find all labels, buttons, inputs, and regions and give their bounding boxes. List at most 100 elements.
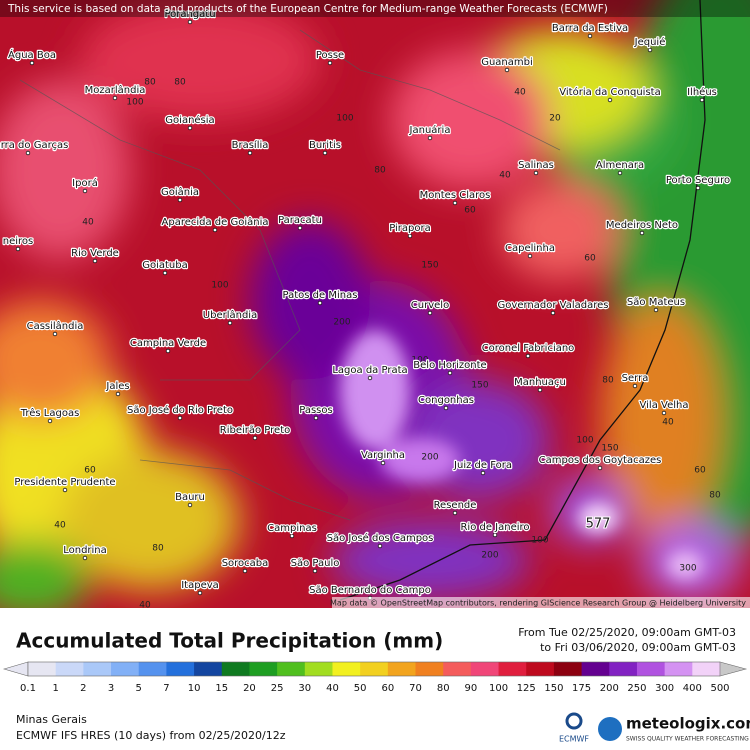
contour-label: 200: [421, 453, 438, 463]
borders: [19, 29, 561, 521]
city-dot: [165, 348, 171, 354]
city-dot: [252, 435, 258, 441]
city-dot: [227, 320, 233, 326]
city-dot: [661, 410, 667, 416]
colorbar-label: 40: [326, 683, 339, 694]
colorbar-label: 25: [271, 683, 284, 694]
colorbar-swatch: [664, 662, 693, 676]
colorbar-label: 20: [243, 683, 256, 694]
city-dot: [289, 533, 295, 539]
city-label: Bauru: [175, 492, 205, 503]
city-dot: [597, 465, 603, 471]
city-dot: [504, 67, 510, 73]
attribution: Map data © OpenStreetMap contributors, r…: [330, 599, 746, 608]
city-dot: [533, 170, 539, 176]
city-dot: [297, 225, 303, 231]
city-label: Belo Horizonte: [413, 360, 486, 371]
colorbar-label: 1: [52, 683, 58, 694]
city-label: Jequié: [634, 36, 666, 48]
city-label: Londrina: [63, 545, 107, 556]
city-dot: [380, 460, 386, 466]
city-dot: [653, 307, 659, 313]
city-label: Posse: [316, 50, 344, 61]
contour-label: 60: [464, 206, 476, 216]
coastline: [339, 0, 706, 601]
contour-label: 40: [54, 521, 66, 531]
city-label: São Bernardo do Campo: [309, 585, 431, 596]
colorbar-label: 50: [354, 683, 367, 694]
period-from: From Tue 02/25/2020, 09:00am GMT-03: [518, 626, 736, 639]
city-dot: [492, 532, 498, 538]
colorbar-swatch: [415, 662, 444, 676]
city-label: Almenara: [596, 160, 644, 171]
city-dot: [699, 97, 705, 103]
colorbar-swatch: [387, 662, 417, 676]
colorbar-label: 200: [600, 683, 619, 694]
city-label: Passos: [299, 405, 332, 416]
colorbar-swatch: [692, 662, 721, 676]
city-label: Barra da Estiva: [552, 23, 628, 34]
ecmwf-logo: [565, 712, 583, 730]
colorbar-swatch: [221, 662, 250, 676]
city-label: Serra: [622, 373, 649, 384]
city-dot: [47, 418, 53, 424]
colorbar-swatch: [55, 662, 84, 676]
colorbar-label: 10: [188, 683, 201, 694]
contour-label: 60: [584, 254, 596, 264]
city-label: Coronel Fabriciano: [482, 343, 575, 354]
colorbar-arrow-left: [2, 661, 29, 677]
city-dot: [177, 197, 183, 203]
city-label: Porto Seguro: [666, 175, 730, 186]
colorbar-label: 175: [572, 683, 591, 694]
contour-label: 40: [662, 418, 674, 428]
city-dot: [550, 310, 556, 316]
city-label: Mozarlândia: [85, 84, 146, 96]
colorbar-swatch: [443, 662, 472, 676]
city-dot: [647, 47, 653, 53]
city-label: São José dos Campos: [327, 532, 434, 544]
colorbar-swatch: [194, 662, 223, 676]
city-dot: [427, 310, 433, 316]
colorbar-label: 7: [163, 683, 169, 694]
city-label: Curvelo: [411, 300, 449, 311]
period-to: to Fri 03/06/2020, 09:00am GMT-03: [540, 641, 736, 654]
city-dot: [443, 405, 449, 411]
city-label: Goiânia: [161, 186, 199, 198]
city-dot: [695, 185, 701, 191]
contour-label: 20: [549, 114, 561, 124]
contour-label: 150: [601, 444, 618, 454]
colorbar-label: 400: [683, 683, 702, 694]
city-label: Governador Valadares: [498, 300, 609, 311]
colorbar-label: 0.1: [20, 683, 36, 694]
city-label: Ribeirão Preto: [220, 425, 290, 436]
colorbar-swatch: [526, 662, 555, 676]
city-dot: [322, 150, 328, 156]
city-dot: [537, 387, 543, 393]
colorbar-frame: [27, 661, 721, 677]
city-label: neiros: [3, 236, 34, 247]
contour-label: 100: [336, 114, 353, 124]
colorbar-swatch: [138, 662, 167, 676]
city-label: Rio Verde: [71, 248, 119, 259]
city-label: Paracatu: [278, 215, 322, 226]
city-dot: [187, 125, 193, 131]
colorbar-swatch: [470, 662, 500, 676]
colorbar-swatch: [277, 662, 306, 676]
city-label: Congonhas: [418, 395, 474, 406]
colorbar-swatch: [609, 662, 638, 676]
model-run: ECMWF IFS HRES (10 days) from 02/25/2020…: [16, 729, 286, 742]
city-dot: [447, 370, 453, 376]
contour-label: 40: [82, 218, 94, 228]
city-dot: [527, 253, 533, 259]
contour-label: 150: [421, 261, 438, 271]
city-label: Itapeva: [181, 580, 219, 591]
ecmwf: ECMWF: [559, 735, 589, 744]
city-label: São José do Rio Preto: [127, 404, 233, 416]
city-label: Vitória da Conquista: [559, 86, 660, 98]
city-label: Campina Verde: [130, 338, 206, 349]
city-dot: [327, 60, 333, 66]
contour-label: 80: [602, 376, 614, 386]
city-dot: [197, 590, 203, 596]
colorbar-swatch: [304, 662, 333, 676]
